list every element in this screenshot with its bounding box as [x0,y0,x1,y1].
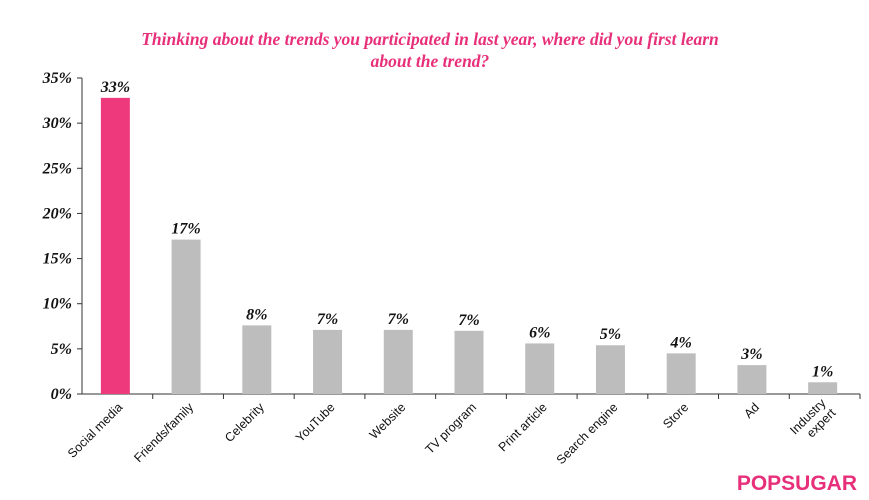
data-label: 6% [529,324,550,341]
category-label: Website [367,400,409,442]
y-tick-label: 20% [42,205,72,222]
category-label: Ad [741,400,762,421]
data-label: 8% [246,306,267,323]
category-label: Celebrity [222,400,267,445]
category-label: Industryexpert [787,395,839,447]
y-tick-label: 0% [51,386,72,403]
bar [242,325,272,394]
category-label: Store [660,400,691,431]
category-label: Social media [65,400,126,461]
data-label: 1% [812,363,833,380]
data-label: 5% [600,326,621,343]
category-label: YouTube [293,400,338,445]
data-label: 7% [458,312,479,329]
bar [595,345,625,394]
y-tick-label: 35% [42,70,72,87]
data-label: 17% [171,221,200,238]
y-tick-label: 30% [42,115,72,132]
category-label: Search engine [554,400,621,467]
chart-title: Thinking about the trends you participat… [141,29,719,71]
y-tick-label: 25% [42,160,72,177]
bar [454,330,484,394]
data-label: 3% [740,346,762,363]
bar [737,365,767,394]
bar [525,343,555,394]
bar [171,239,201,394]
bar [808,382,838,394]
y-tick-label: 5% [51,341,72,358]
bar [313,329,343,394]
y-tick-label: 10% [43,296,72,313]
data-label: 7% [317,311,338,328]
y-tick-label: 15% [43,251,72,268]
category-label: TV program [423,400,480,457]
data-label: 7% [388,311,409,328]
category-label: Print article [496,400,550,454]
category-label: Friends/family [131,400,196,465]
bar [666,353,696,394]
data-label: 33% [100,79,130,96]
popsugar-logo: POPSUGAR [736,472,857,495]
bar [383,329,413,394]
data-label: 4% [670,334,692,351]
bar [100,97,130,394]
